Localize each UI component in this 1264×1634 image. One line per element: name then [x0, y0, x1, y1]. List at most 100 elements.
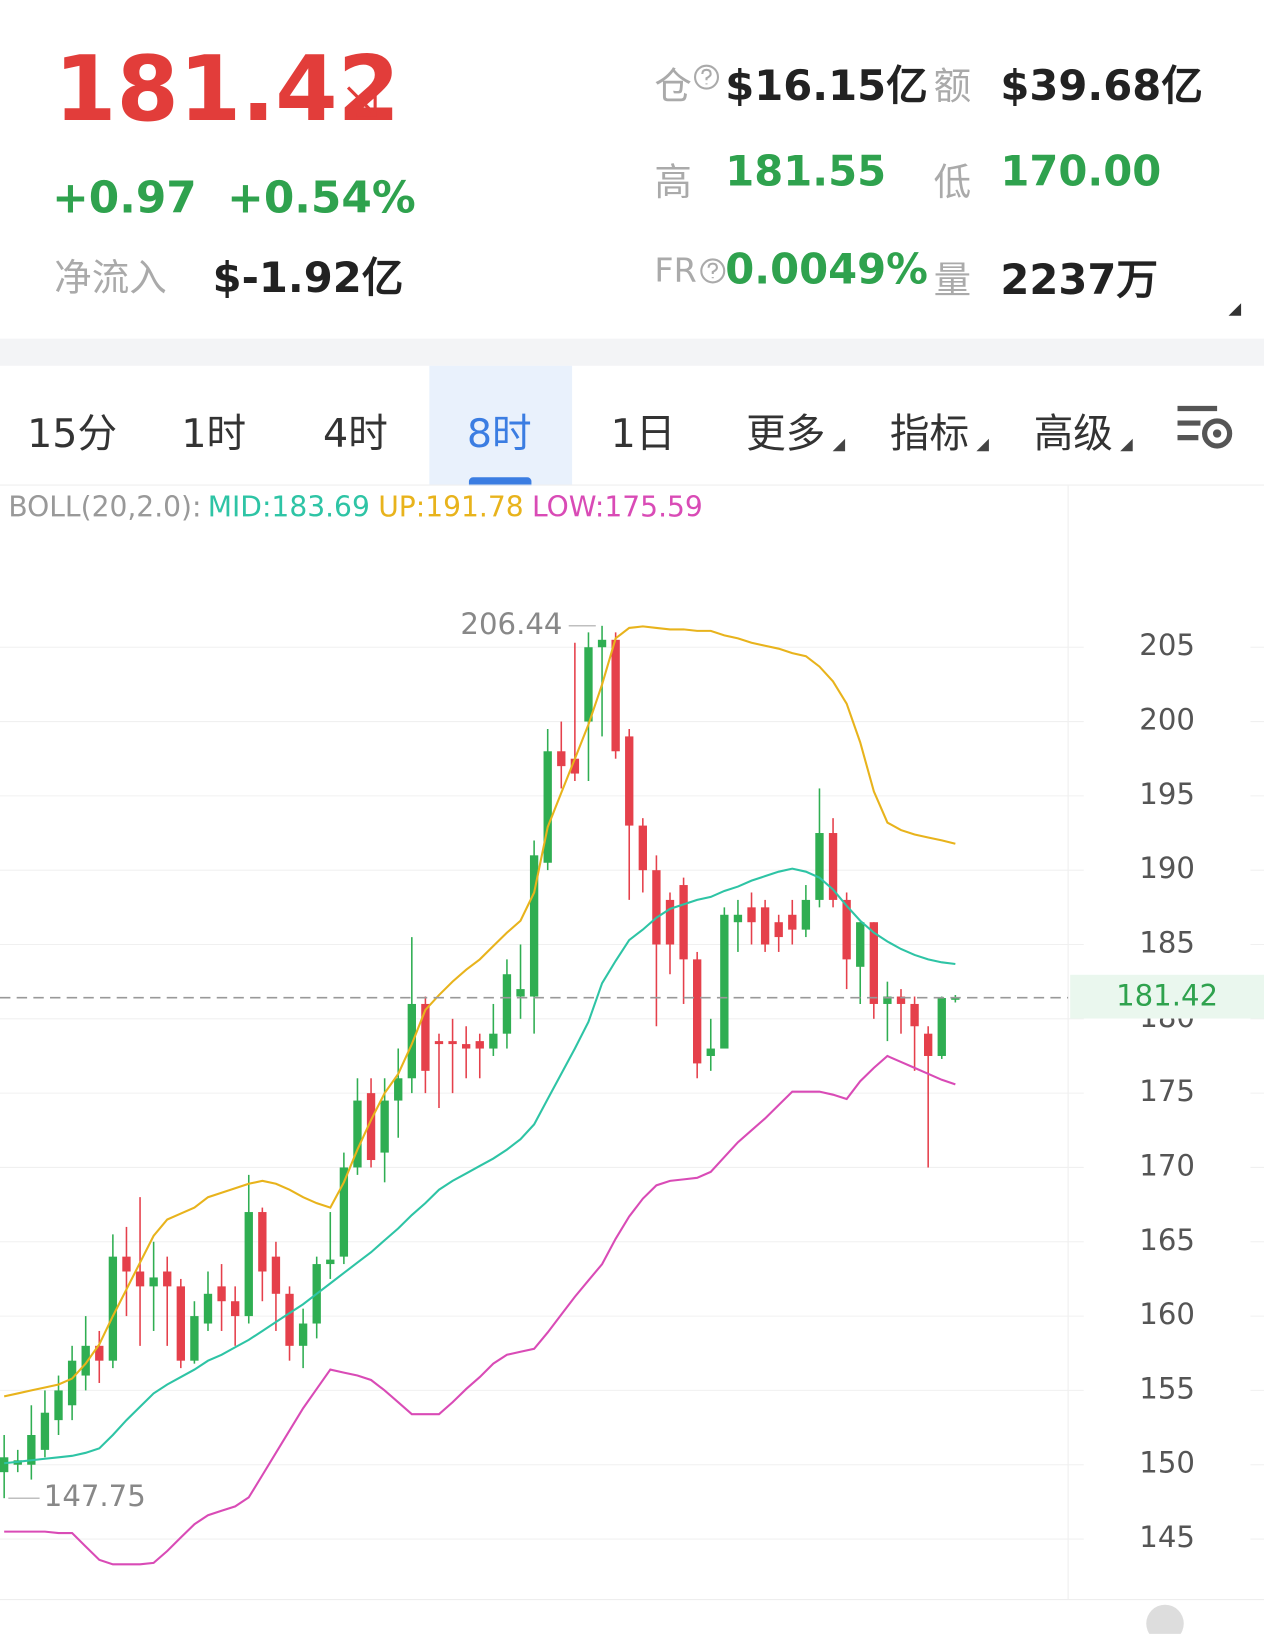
candle-body	[54, 1390, 63, 1421]
boll-line	[3, 625, 956, 1398]
y-tick-label: 155	[1139, 1371, 1195, 1405]
candle-body	[475, 1041, 484, 1049]
dropdown-icon	[832, 438, 846, 452]
stat-value: 0.0049%	[725, 245, 928, 294]
k-button[interactable]	[1146, 1604, 1184, 1634]
candle-body	[584, 647, 593, 722]
stat-label: 高	[654, 161, 692, 205]
tab[interactable]: 15分	[27, 410, 118, 457]
legend-entry: UP:191.78	[378, 491, 523, 524]
stat-label: 仓	[654, 65, 692, 109]
settings-icon[interactable]	[1175, 402, 1235, 452]
candle-body	[788, 914, 797, 930]
candle-body	[95, 1345, 104, 1361]
y-tick-label: 160	[1139, 1297, 1195, 1331]
y-tick-label: 185	[1139, 926, 1195, 960]
candle-body	[856, 922, 865, 967]
tab[interactable]: 1日	[610, 410, 676, 457]
candle-body	[652, 870, 661, 945]
tab[interactable]: 8时	[466, 410, 532, 457]
active-tab-bg	[429, 365, 573, 485]
candle-body	[706, 1048, 715, 1056]
candle-body	[298, 1323, 308, 1346]
y-tick-label: 195	[1139, 777, 1195, 811]
candle-body	[937, 998, 946, 1056]
last-price-label: 181.42	[1116, 979, 1218, 1013]
separator	[0, 338, 1264, 366]
candle-body	[828, 833, 838, 900]
tab[interactable]: 更多	[746, 410, 826, 457]
candle-body	[543, 751, 552, 863]
candle-body	[733, 914, 743, 923]
candle-body	[203, 1293, 213, 1324]
stat-label: 低	[933, 161, 972, 205]
candle-body	[163, 1271, 172, 1287]
max-label: 206.44	[460, 607, 562, 641]
candle-body	[760, 907, 770, 945]
candle-body	[625, 736, 634, 826]
candle-body	[81, 1345, 90, 1376]
y-tick-label: 200	[1139, 703, 1195, 737]
candle-body	[883, 996, 892, 1004]
min-label: 147.75	[44, 1479, 146, 1513]
candle-body	[665, 899, 675, 945]
candle-body	[67, 1360, 77, 1406]
divider	[0, 484, 1264, 486]
price: 181.42	[54, 37, 401, 142]
candle-body	[557, 751, 566, 767]
candle-body	[693, 959, 702, 1064]
stat-value: 2237万	[1000, 256, 1159, 305]
info-icon	[694, 64, 720, 90]
change: +0.97	[52, 171, 197, 223]
tab[interactable]: 4时	[323, 410, 388, 457]
candle-body	[108, 1256, 118, 1361]
indicator-name: BOLL(20,2.0):	[8, 491, 201, 524]
boll-line	[4, 867, 956, 1465]
candle-body	[326, 1259, 335, 1265]
candle-body	[924, 1033, 933, 1056]
candle-body	[176, 1286, 185, 1361]
expand-icon[interactable]	[1228, 302, 1243, 317]
net-inflow-label: 净流入	[54, 257, 167, 301]
candle-body	[421, 1003, 430, 1071]
candle-body	[434, 1041, 444, 1045]
tab[interactable]: 指标	[889, 410, 970, 457]
candle-body	[135, 1271, 145, 1287]
net-inflow: $-1.92亿	[212, 254, 404, 303]
candle-body	[394, 1078, 403, 1101]
candle-body	[747, 907, 756, 923]
candle-body	[570, 758, 580, 774]
candle-body	[774, 922, 783, 938]
legend-entry: LOW:175.59	[532, 491, 703, 524]
candle-body	[27, 1435, 36, 1465]
stat-label: FR	[654, 250, 697, 290]
y-tick-label: 165	[1139, 1223, 1195, 1257]
legend-entry: MID:183.69	[208, 491, 370, 524]
candle-body	[366, 1093, 376, 1161]
change-pct: +0.54%	[227, 171, 416, 223]
tab[interactable]: 1时	[181, 410, 247, 457]
stat-value: $39.68亿	[1000, 62, 1203, 111]
boll-line	[4, 1054, 956, 1566]
candle-body	[896, 996, 906, 1004]
candle-body	[502, 974, 512, 1034]
candle-body	[0, 1457, 9, 1473]
candle-body	[149, 1277, 158, 1287]
info-icon	[700, 258, 726, 284]
candle-body	[516, 989, 525, 997]
candle-body	[285, 1293, 294, 1346]
candle-body	[258, 1212, 267, 1272]
candle-body	[597, 639, 607, 648]
tab[interactable]: 高级	[1033, 410, 1113, 457]
candle-body	[122, 1256, 131, 1272]
y-tick-label: 175	[1139, 1074, 1195, 1108]
candle-body	[910, 1003, 919, 1027]
candle-body	[815, 833, 824, 900]
candle-body	[869, 922, 878, 1004]
stat-value: 181.55	[725, 147, 887, 196]
candle-body	[271, 1256, 281, 1294]
dropdown-icon	[976, 438, 989, 452]
candle-body	[217, 1286, 226, 1302]
